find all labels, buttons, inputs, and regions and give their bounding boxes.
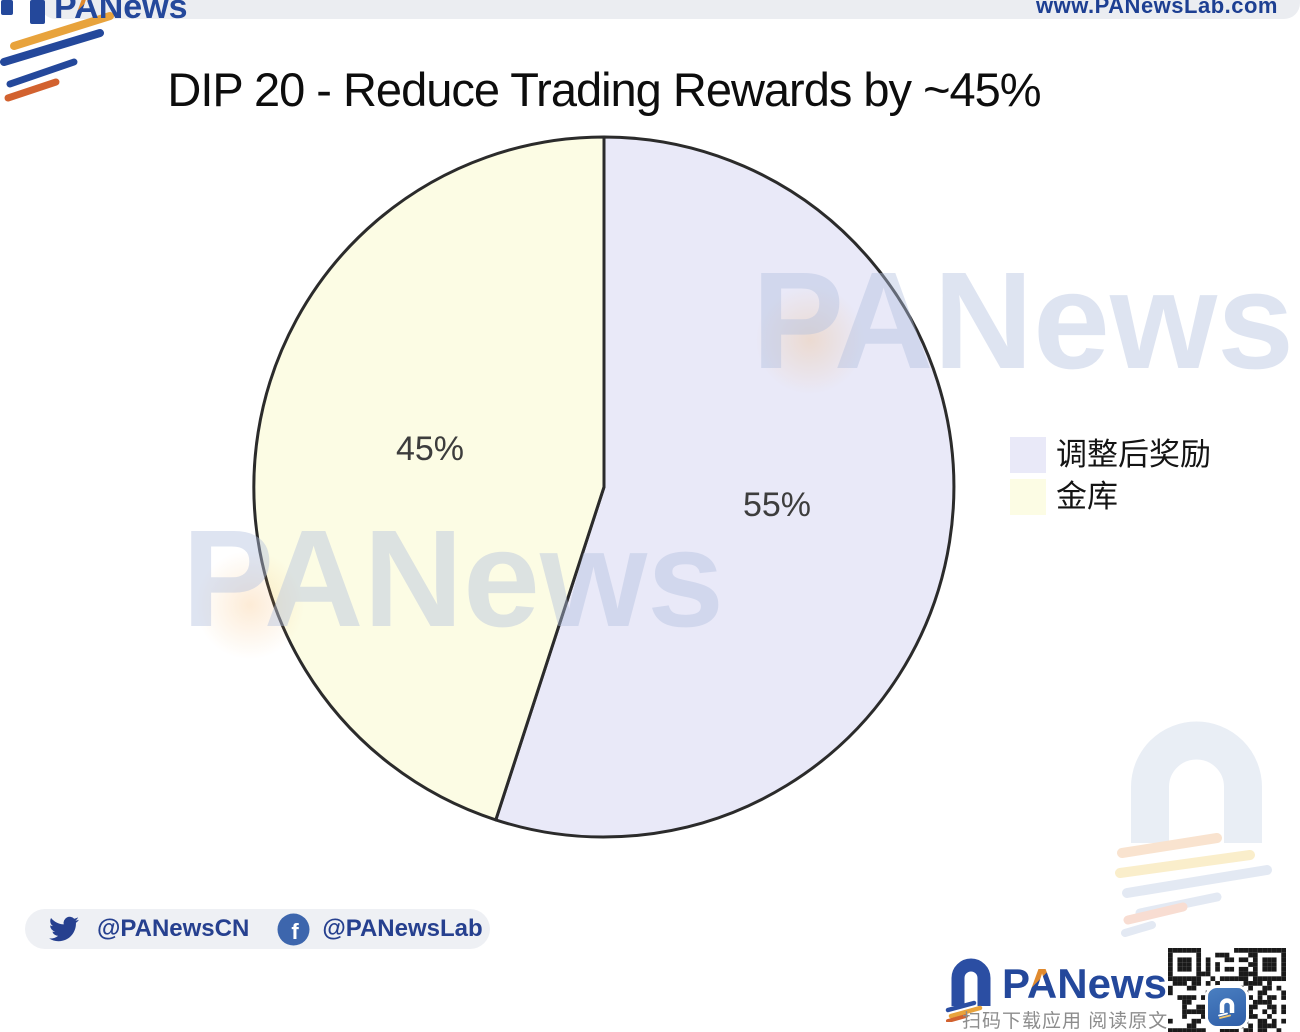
brand-letters-rest: News bbox=[98, 0, 188, 26]
legend-swatch-treasury bbox=[1010, 479, 1046, 515]
svg-text:f: f bbox=[292, 919, 300, 944]
pie-label-55: 55% bbox=[743, 486, 811, 524]
legend-swatch-adjusted-rewards bbox=[1010, 437, 1046, 473]
pie-chart: 45% 55% bbox=[252, 135, 956, 839]
brand-letter-a: A bbox=[1026, 960, 1058, 1007]
qr-center-app-icon bbox=[1208, 988, 1246, 1026]
legend-label-adjusted-rewards: 调整后奖励 bbox=[1056, 437, 1211, 472]
pie-slice-treasury bbox=[252, 135, 606, 822]
header-bar: www.PANewsLab.com bbox=[40, 0, 1300, 19]
brand-letter-p: P bbox=[1002, 960, 1027, 1007]
pie-label-45: 45% bbox=[396, 430, 464, 468]
brand-letter-a: A bbox=[74, 0, 99, 26]
website-url: www.PANewsLab.com bbox=[1036, 0, 1278, 18]
panews-wordmark-footer: PANews bbox=[1002, 960, 1167, 1008]
panews-wordmark-header: PANews bbox=[54, 0, 188, 27]
qr-code-pattern bbox=[1168, 948, 1286, 1032]
panews-app-logo-icon bbox=[945, 958, 991, 1022]
chart-title: DIP 20 - Reduce Trading Rewards by ~45% bbox=[167, 63, 1041, 116]
facebook-icon: f bbox=[277, 913, 310, 945]
brand-letter-p: P bbox=[54, 0, 75, 26]
chart-legend: 调整后奖励 金库 bbox=[1010, 436, 1211, 516]
social-handles-bar: @PANewsCN f @PANewsLab bbox=[25, 909, 490, 949]
brand-letters-rest: News bbox=[1057, 960, 1167, 1007]
watermark-arch-logo bbox=[1115, 721, 1272, 937]
twitter-handle: @PANewsCN bbox=[97, 915, 250, 942]
facebook-handle: @PANewsLab bbox=[322, 915, 483, 942]
legend-item-adjusted-rewards: 调整后奖励 bbox=[1010, 436, 1211, 474]
legend-label-treasury: 金库 bbox=[1056, 479, 1118, 514]
panews-logo-icon bbox=[0, 0, 114, 102]
qr-app-arch-icon bbox=[1218, 998, 1235, 1019]
pie-slice-adjusted-rewards bbox=[494, 135, 956, 839]
twitter-icon bbox=[49, 916, 79, 942]
legend-item-treasury: 金库 bbox=[1010, 478, 1211, 516]
app-download-caption: 扫码下载应用 阅读原文 bbox=[962, 1011, 1169, 1032]
